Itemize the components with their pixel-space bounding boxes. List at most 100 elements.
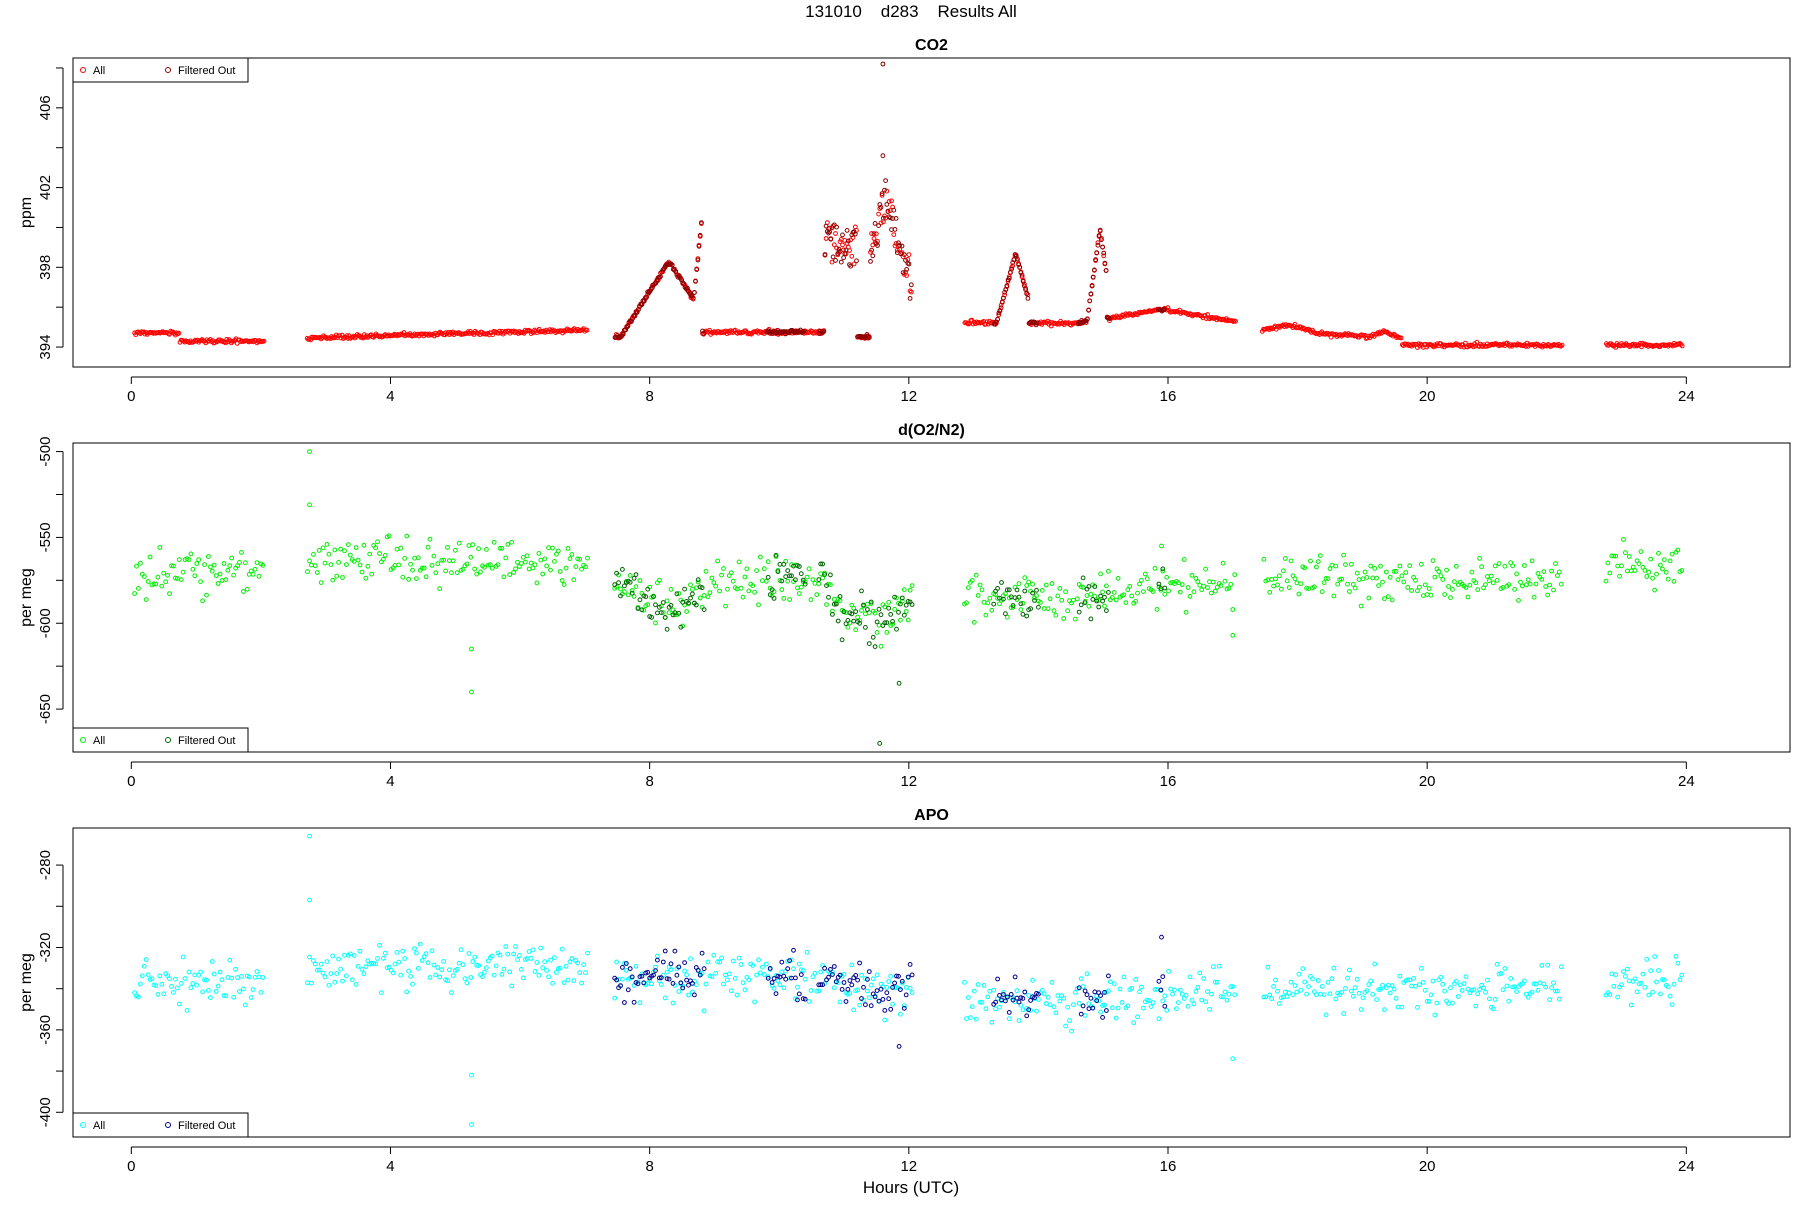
data-point — [1413, 983, 1418, 989]
data-point — [1150, 589, 1156, 594]
data-point — [1652, 587, 1657, 593]
data-point — [1393, 996, 1399, 1001]
data-point — [223, 577, 229, 582]
data-point — [625, 987, 631, 993]
data-point — [1017, 264, 1023, 270]
data-point — [1391, 569, 1397, 574]
data-point — [1018, 601, 1024, 607]
data-point — [973, 1016, 979, 1022]
data-point — [802, 996, 808, 1002]
data-point — [474, 571, 480, 577]
data-point — [340, 978, 345, 984]
data-point — [1487, 578, 1492, 583]
data-point — [1389, 597, 1395, 603]
data-point — [1282, 556, 1288, 561]
data-point — [1490, 1006, 1496, 1012]
data-point — [1098, 571, 1103, 577]
data-point — [793, 975, 798, 981]
data-point — [322, 974, 328, 980]
data-point — [787, 573, 792, 579]
data-point — [307, 954, 312, 960]
data-point — [505, 542, 511, 547]
data-point — [373, 961, 379, 967]
data-point — [1220, 994, 1226, 1000]
data-point — [851, 618, 857, 624]
data-point — [501, 966, 507, 972]
data-point — [1621, 537, 1626, 542]
data-point — [1096, 233, 1102, 238]
data-point — [427, 975, 433, 980]
data-point — [859, 996, 864, 1001]
data-point — [618, 983, 623, 988]
data-point — [752, 999, 757, 1005]
data-point — [414, 950, 419, 956]
data-point — [1043, 1001, 1049, 1006]
data-point — [888, 1006, 894, 1012]
data-point — [1024, 291, 1030, 297]
data-point — [314, 967, 320, 973]
y-axis-label: per meg — [18, 568, 35, 627]
data-point — [442, 332, 448, 338]
data-point — [520, 975, 526, 981]
data-point — [1376, 583, 1381, 588]
data-point — [717, 959, 722, 965]
data-point — [721, 566, 726, 571]
data-point — [674, 272, 680, 278]
data-point — [478, 569, 483, 575]
data-point — [1665, 576, 1671, 582]
data-point — [651, 594, 656, 600]
data-point — [798, 584, 804, 590]
data-point — [1233, 318, 1238, 324]
data-point — [852, 231, 858, 237]
data-point — [1026, 579, 1032, 585]
data-point — [1448, 595, 1453, 601]
data-point — [655, 610, 660, 616]
y-tick-label: 406 — [37, 95, 54, 120]
data-point — [1663, 569, 1669, 575]
data-point — [1275, 582, 1280, 588]
data-point — [456, 960, 462, 966]
data-point — [863, 1002, 868, 1008]
data-point — [1520, 583, 1525, 589]
data-point — [410, 567, 415, 573]
data-point — [1261, 994, 1267, 1000]
data-point — [1061, 995, 1067, 1001]
data-point — [1545, 962, 1551, 968]
data-point — [524, 553, 530, 559]
data-point — [1020, 996, 1026, 1001]
data-point — [1652, 954, 1657, 959]
data-point — [1127, 584, 1133, 589]
data-point — [668, 603, 674, 608]
data-point — [237, 989, 242, 994]
data-point — [330, 953, 336, 959]
data-point — [229, 975, 235, 981]
data-point — [849, 253, 855, 259]
data-point — [1496, 561, 1502, 566]
data-point — [338, 546, 344, 552]
data-point — [1080, 984, 1086, 989]
data-point — [662, 948, 668, 954]
data-point — [1611, 553, 1617, 559]
data-point — [338, 966, 344, 972]
data-point — [1654, 979, 1659, 985]
data-point — [820, 982, 825, 988]
data-point — [1191, 589, 1197, 595]
data-point — [680, 985, 686, 991]
data-point — [1667, 558, 1673, 564]
data-point — [723, 328, 729, 334]
data-point — [725, 586, 730, 592]
data-point — [884, 990, 890, 996]
data-point — [769, 980, 775, 985]
data-point — [256, 974, 262, 980]
data-point — [1308, 558, 1313, 564]
data-point — [204, 592, 209, 598]
data-point — [793, 577, 798, 583]
y-tick-label: 402 — [37, 175, 54, 200]
data-point — [1092, 584, 1098, 589]
data-point — [1325, 979, 1331, 985]
data-point — [1016, 594, 1022, 600]
data-point — [1273, 977, 1278, 983]
data-point — [1148, 1004, 1154, 1009]
data-point — [690, 587, 695, 592]
data-point — [1628, 568, 1634, 574]
